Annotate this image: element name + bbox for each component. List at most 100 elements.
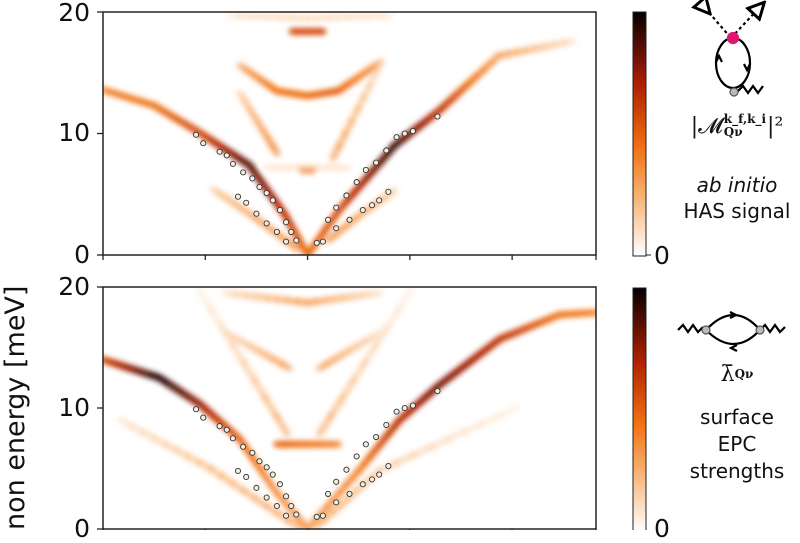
data-point <box>201 141 206 146</box>
data-point <box>264 190 269 195</box>
data-point <box>264 465 269 470</box>
epc-legend-mid: EPC <box>664 432 800 457</box>
data-point <box>257 184 262 189</box>
data-point <box>384 148 389 153</box>
dispersion-band <box>226 293 379 303</box>
y-tick-bottom-20: 20 <box>40 274 90 300</box>
band-segment <box>399 292 410 310</box>
data-point <box>235 194 240 199</box>
data-point <box>289 503 294 508</box>
data-point <box>277 207 282 212</box>
data-point <box>410 128 415 133</box>
data-point <box>334 226 339 231</box>
data-point <box>320 239 325 244</box>
data-point <box>347 491 352 496</box>
data-point <box>277 482 282 487</box>
data-point <box>344 467 349 472</box>
data-point <box>402 131 407 136</box>
data-point <box>257 459 262 464</box>
data-point <box>289 229 294 234</box>
data-point <box>274 503 279 508</box>
heatmap <box>103 16 572 255</box>
data-point <box>334 500 339 505</box>
data-point <box>254 485 259 490</box>
data-point <box>377 472 382 477</box>
data-point <box>377 198 382 203</box>
bottom-panel <box>97 287 596 530</box>
data-point <box>241 170 246 175</box>
data-point <box>264 495 269 500</box>
dispersion-band <box>240 63 379 96</box>
y-tick-bottom-0: 0 <box>40 516 90 542</box>
data-point <box>283 513 288 518</box>
data-point <box>386 189 391 194</box>
data-point <box>402 405 407 410</box>
y-axis-label: non energy [meV] <box>1 230 31 530</box>
data-point <box>354 180 359 185</box>
data-point <box>394 409 399 414</box>
data-point <box>435 114 440 119</box>
data-point <box>360 482 365 487</box>
data-point <box>320 513 325 518</box>
data-point <box>270 472 275 477</box>
y-tick-top-10: 10 <box>40 120 90 146</box>
data-point <box>224 427 229 432</box>
colorbar-top-min-label: 0 <box>654 241 670 270</box>
y-tick-top-0: 0 <box>40 242 90 268</box>
data-point <box>394 135 399 140</box>
data-point <box>369 477 374 482</box>
data-point <box>264 221 269 226</box>
data-point <box>224 153 229 158</box>
colorbar-top <box>633 12 646 256</box>
data-point <box>270 198 275 203</box>
experimental-points <box>193 388 440 519</box>
band-segment <box>370 293 379 294</box>
has-legend-title: ab initio <box>664 173 800 198</box>
has-feynman-diagram-icon <box>705 8 763 96</box>
data-point <box>254 211 259 216</box>
top-panel <box>97 12 596 260</box>
band-segment <box>281 364 289 368</box>
epc-legend-subtitle: strengths <box>664 459 800 484</box>
y-tick-bottom-10: 10 <box>40 395 90 421</box>
data-point <box>386 463 391 468</box>
data-point <box>283 494 288 499</box>
data-point <box>193 407 198 412</box>
data-point <box>217 424 222 429</box>
has-legend-subtitle: HAS signal <box>664 199 800 224</box>
data-point <box>241 444 246 449</box>
data-point <box>193 132 198 137</box>
data-point <box>283 239 288 244</box>
data-point <box>334 479 339 484</box>
epc-legend-title: surface <box>664 405 800 430</box>
data-point <box>244 474 249 479</box>
data-point <box>373 160 378 165</box>
experimental-points <box>193 114 440 246</box>
data-point <box>325 217 330 222</box>
data-point <box>325 491 330 496</box>
colorbar-bottom-min-label: 0 <box>654 514 670 543</box>
data-point <box>230 436 235 441</box>
data-point <box>201 415 206 420</box>
epc-feynman-diagram-icon <box>678 312 785 351</box>
data-point <box>369 203 374 208</box>
data-point <box>250 450 255 455</box>
data-point <box>363 167 368 172</box>
data-point <box>334 205 339 210</box>
data-point <box>314 240 319 245</box>
dispersion-band <box>240 93 277 153</box>
data-point <box>217 149 222 154</box>
dispersion-band <box>318 408 516 525</box>
colorbar-bottom <box>633 288 646 530</box>
data-point <box>235 468 240 473</box>
data-point <box>274 229 279 234</box>
band-segment <box>563 41 572 43</box>
data-point <box>314 514 319 519</box>
data-point <box>244 200 249 205</box>
data-point <box>360 207 365 212</box>
band-segment <box>292 245 297 249</box>
data-point <box>294 238 299 243</box>
data-point <box>435 388 440 393</box>
y-tick-top-20: 20 <box>40 0 90 26</box>
